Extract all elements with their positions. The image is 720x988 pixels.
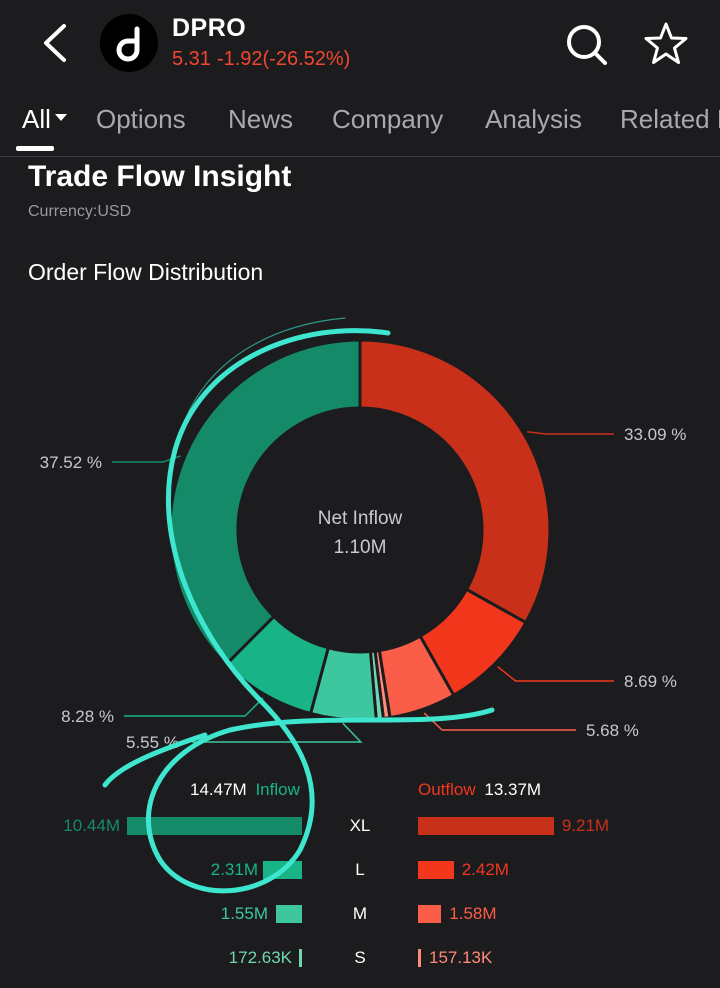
leader-line-inflow-m xyxy=(192,722,363,743)
outflow-xl-value: 9.21M xyxy=(561,816,610,835)
slice-label-inflow-l: 8.28 % xyxy=(61,707,114,726)
tab-options[interactable]: Options xyxy=(96,104,186,134)
price: 5.31 xyxy=(172,48,211,70)
order-flow-donut-chart: 33.09 % 8.69 % 5.68 % 5.55 % 8.28 % 37.52 % xyxy=(40,338,686,752)
price-change: -1.92(-26.52%) xyxy=(216,48,351,70)
tab-analysis[interactable]: Analysis xyxy=(485,104,582,134)
inflow-l-bar xyxy=(263,861,302,879)
ticker-symbol: DPRO xyxy=(172,14,247,42)
watchlist-button[interactable] xyxy=(640,18,692,70)
leader-line-inflow-l xyxy=(124,697,264,717)
slice-label-inflow-xl: 37.52 % xyxy=(40,453,102,472)
price-quote: 5.31 -1.92(-26.52%) xyxy=(172,48,356,71)
outflow-s-value: 157.13K xyxy=(429,948,493,967)
net-inflow-title: Net Inflow xyxy=(317,508,403,529)
donut-slice-inflow-xl xyxy=(168,338,362,667)
tab-all[interactable]: All xyxy=(22,104,67,135)
inflow-m-bar xyxy=(276,905,302,923)
inflow-total: 14.47M xyxy=(190,780,247,799)
caret-down-icon xyxy=(54,113,67,121)
slice-label-outflow-xl: 33.09 % xyxy=(624,425,686,444)
outflow-s-bar xyxy=(418,949,421,967)
search-icon xyxy=(567,25,607,65)
active-tab-indicator xyxy=(16,146,54,151)
size-m-label: M xyxy=(352,904,368,923)
size-s-label: S xyxy=(354,948,366,967)
inflow-s-bar xyxy=(299,949,302,967)
back-button[interactable] xyxy=(34,18,78,68)
leader-line-outflow-xl xyxy=(527,431,614,435)
outflow-xl-bar xyxy=(418,817,554,835)
leader-line-outflow-l xyxy=(497,666,614,682)
slice-label-outflow-m: 5.68 % xyxy=(586,721,639,740)
search-button[interactable] xyxy=(562,20,610,68)
inflow-label: Inflow xyxy=(255,780,300,799)
leader-line-outflow-m xyxy=(423,712,576,731)
chart-subtitle: Order Flow Distribution xyxy=(28,259,264,285)
outflow-summary: Outflow 13.37M xyxy=(418,780,541,800)
tab-bar: All Options News Company Analysis Relate… xyxy=(0,100,720,157)
inflow-xl-value: 10.44M xyxy=(63,816,120,835)
slice-label-outflow-l: 8.69 % xyxy=(624,672,677,691)
outflow-m-bar xyxy=(418,905,442,923)
outflow-m-value: 1.58M xyxy=(449,904,497,923)
outflow-total: 13.37M xyxy=(484,780,542,799)
outflow-l-bar xyxy=(418,861,454,879)
outflow-label: Outflow xyxy=(418,780,476,799)
tab-company[interactable]: Company xyxy=(332,104,444,134)
tab-related[interactable]: Related E xyxy=(620,104,720,134)
net-inflow-value: 1.10M xyxy=(333,537,387,558)
chevron-left-icon xyxy=(44,24,66,62)
tab-news[interactable]: News xyxy=(228,104,294,134)
inflow-summary: 14.47M Inflow xyxy=(190,780,300,800)
tab-label: All xyxy=(22,104,51,134)
section-title: Trade Flow Insight xyxy=(28,160,292,193)
slice-label-inflow-m: 5.55 % xyxy=(126,733,179,752)
inflow-m-value: 1.55M xyxy=(220,904,268,923)
inflow-xl-bar xyxy=(127,817,302,835)
donut-slice-outflow-xl xyxy=(358,338,552,625)
size-l-label: L xyxy=(355,860,365,879)
app-header: DPRO 5.31 -1.92(-26.52%) xyxy=(0,0,720,95)
leader-line-inflow-xl xyxy=(112,455,181,463)
outflow-l-value: 2.42M xyxy=(461,860,509,879)
currency-label: Currency:USD xyxy=(28,203,132,220)
inflow-l-value: 2.31M xyxy=(210,860,258,879)
stock-logo xyxy=(100,14,158,72)
inflow-s-value: 172.63K xyxy=(228,948,292,967)
star-icon xyxy=(644,22,688,64)
size-xl-label: XL xyxy=(349,816,371,835)
logo-d-icon xyxy=(116,26,140,62)
